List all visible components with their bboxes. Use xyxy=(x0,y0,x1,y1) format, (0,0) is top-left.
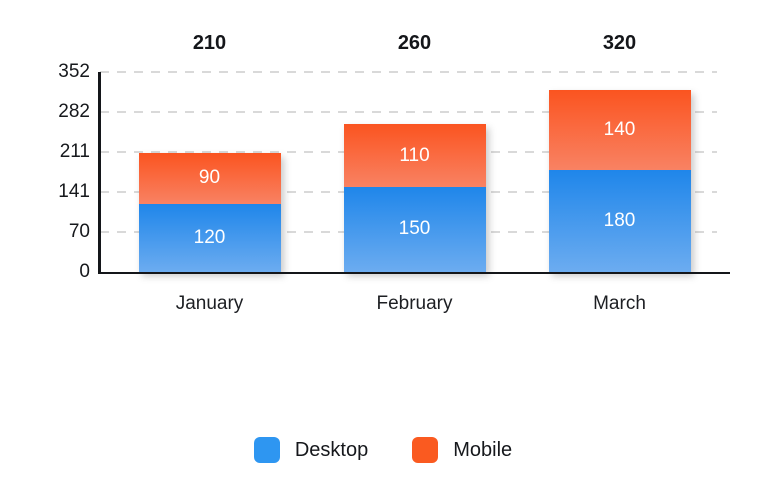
bar-value-label: 90 xyxy=(198,167,221,189)
bar-segment-mobile-march[interactable]: 140 xyxy=(548,90,691,170)
bar-total-label-february: 260 xyxy=(397,32,432,54)
legend-item-mobile[interactable]: Mobile xyxy=(412,437,512,463)
x-axis-category-label-january: January xyxy=(175,293,244,314)
gridline xyxy=(100,71,717,73)
x-axis-category-label-march: March xyxy=(593,293,646,314)
bar-segment-mobile-february[interactable]: 110 xyxy=(343,124,486,187)
mobile-swatch-icon xyxy=(412,437,439,463)
bar-value-label: 120 xyxy=(193,226,226,248)
y-axis-line xyxy=(98,72,101,273)
bar-segment-desktop-january[interactable]: 120 xyxy=(138,203,281,272)
bar-segment-desktop-march[interactable]: 180 xyxy=(548,169,691,272)
legend-item-desktop[interactable]: Desktop xyxy=(253,437,369,463)
chart-legend: Desktop Mobile xyxy=(0,437,766,463)
bar-value-label: 150 xyxy=(398,218,431,240)
y-axis-tick-label: 141 xyxy=(58,180,90,202)
y-axis-tick-label: 0 xyxy=(79,261,90,282)
legend-label-desktop: Desktop xyxy=(294,438,369,461)
desktop-swatch-icon xyxy=(253,437,280,463)
y-axis-tick-label: 211 xyxy=(59,141,90,163)
y-axis-tick-label: 282 xyxy=(58,100,90,122)
legend-label-mobile: Mobile xyxy=(453,438,513,461)
bar-value-label: 180 xyxy=(603,209,636,231)
bar-segment-mobile-january[interactable]: 90 xyxy=(138,152,281,204)
bar-total-label-january: 210 xyxy=(192,32,227,54)
x-axis-line xyxy=(98,271,730,274)
bar-segment-desktop-february[interactable]: 150 xyxy=(343,186,486,272)
bar-value-label: 140 xyxy=(603,118,636,140)
y-axis-tick-label: 352 xyxy=(58,61,90,82)
gridline xyxy=(100,110,717,113)
x-axis-category-label-february: February xyxy=(376,293,453,314)
bar-value-label: 110 xyxy=(399,144,430,166)
y-axis-tick-label: 70 xyxy=(68,221,90,243)
bar-total-label-march: 320 xyxy=(602,32,637,54)
